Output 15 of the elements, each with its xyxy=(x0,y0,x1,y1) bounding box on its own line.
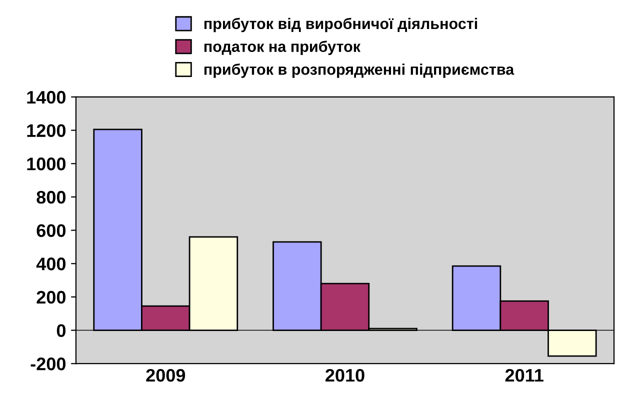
legend-label: податок на прибуток xyxy=(204,40,361,55)
y-tick-label: 1000 xyxy=(27,158,66,170)
y-tick-label: 600 xyxy=(36,224,66,237)
x-tick-label: 2011 xyxy=(505,368,544,382)
y-tick-label: 0 xyxy=(56,324,66,337)
x-tick-label: 2009 xyxy=(146,368,186,382)
y-tick-label: 800 xyxy=(36,190,66,204)
x-tick-label: 2010 xyxy=(326,368,364,382)
y-tick-label: -200 xyxy=(30,358,66,370)
legend-label: прибуток в розпорядженні підприємства xyxy=(204,64,514,78)
y-tick-label: 1200 xyxy=(27,124,66,138)
legend-label: прибуток від виробничої діяльності xyxy=(204,18,478,32)
y-tick-label: 1400 xyxy=(27,90,66,104)
y-tick-label: 200 xyxy=(36,290,66,304)
y-tick-label: 400 xyxy=(36,258,66,270)
